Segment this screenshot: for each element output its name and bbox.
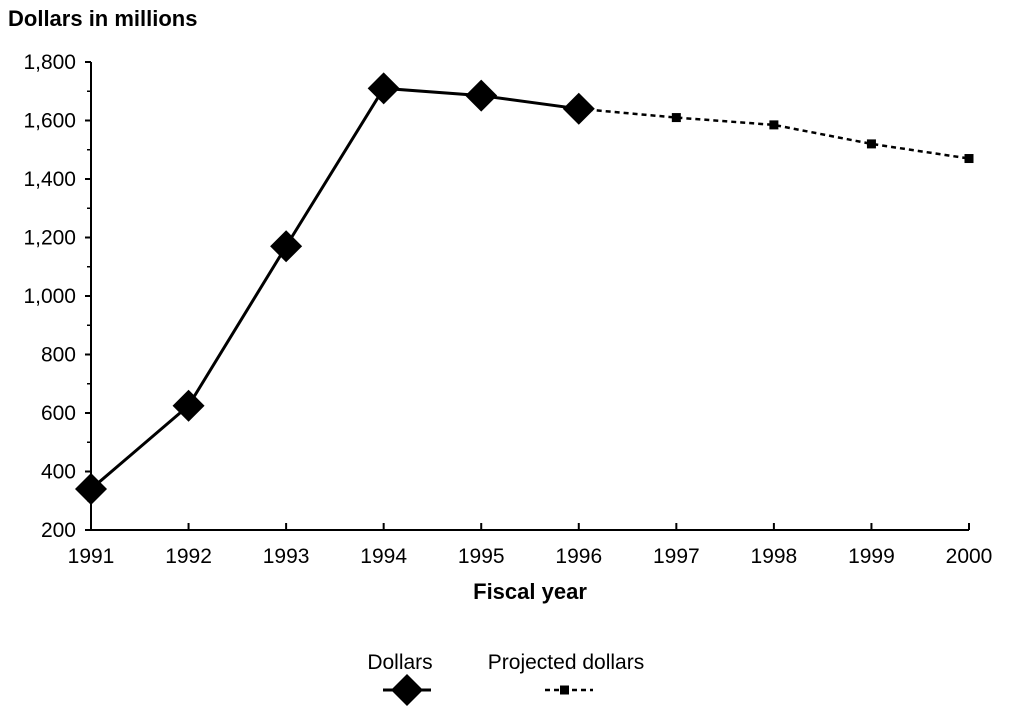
series-layer (75, 72, 974, 506)
legend-swatch-projected-marker (560, 685, 569, 695)
dollars-point (172, 389, 205, 422)
legend-label-dollars: Dollars (367, 651, 432, 674)
y-tick-label: 800 (41, 344, 76, 367)
dollars-point (562, 92, 595, 125)
x-tick-label: 2000 (946, 545, 993, 568)
y-tick-label: 600 (41, 402, 76, 425)
y-tick-label: 1,600 (23, 110, 76, 133)
legend: Dollars Projected dollars (367, 651, 644, 706)
y-tick-label: 1,000 (23, 285, 76, 308)
x-tick-label: 1993 (263, 545, 310, 568)
projected-dollars-point (964, 154, 974, 164)
projected-dollars-point (769, 120, 779, 130)
x-tick-label: 1992 (165, 545, 212, 568)
projected-dollars-line (578, 107, 970, 160)
y-tick-label: 1,400 (23, 168, 76, 191)
dollars-point (270, 230, 303, 263)
y-tick-label: 400 (41, 461, 76, 484)
y-axis-title: Dollars in millions (8, 6, 197, 31)
projected-dollars-point (866, 139, 876, 149)
x-tick-label: 1994 (360, 545, 407, 568)
projected-dollars-point (671, 113, 681, 123)
dollars-point (367, 72, 400, 105)
x-axis-title: Fiscal year (473, 579, 587, 604)
legend-swatch-dollars-marker (391, 674, 423, 706)
x-tick-label: 1991 (68, 545, 115, 568)
y-tick-label: 1,800 (23, 51, 76, 74)
x-tick-label: 1998 (751, 545, 798, 568)
y-tick-label: 200 (41, 519, 76, 542)
y-axis: 200 400 600 800 1,000 1,200 1,400 1,600 1,800 (23, 51, 92, 542)
dollars-line (90, 86, 579, 491)
x-tick-label: 1995 (458, 545, 505, 568)
x-tick-label: 1999 (848, 545, 895, 568)
y-tick-label: 1,200 (23, 227, 76, 250)
dollars-point (75, 473, 107, 506)
x-tick-label: 1996 (555, 545, 602, 568)
dollars-point (465, 79, 498, 112)
x-tick-label: 1997 (653, 545, 700, 568)
legend-label-projected-dollars: Projected dollars (488, 651, 644, 674)
x-axis: 1991 1992 1993 1994 1995 1996 1997 1998 1999 2000 (68, 523, 993, 568)
